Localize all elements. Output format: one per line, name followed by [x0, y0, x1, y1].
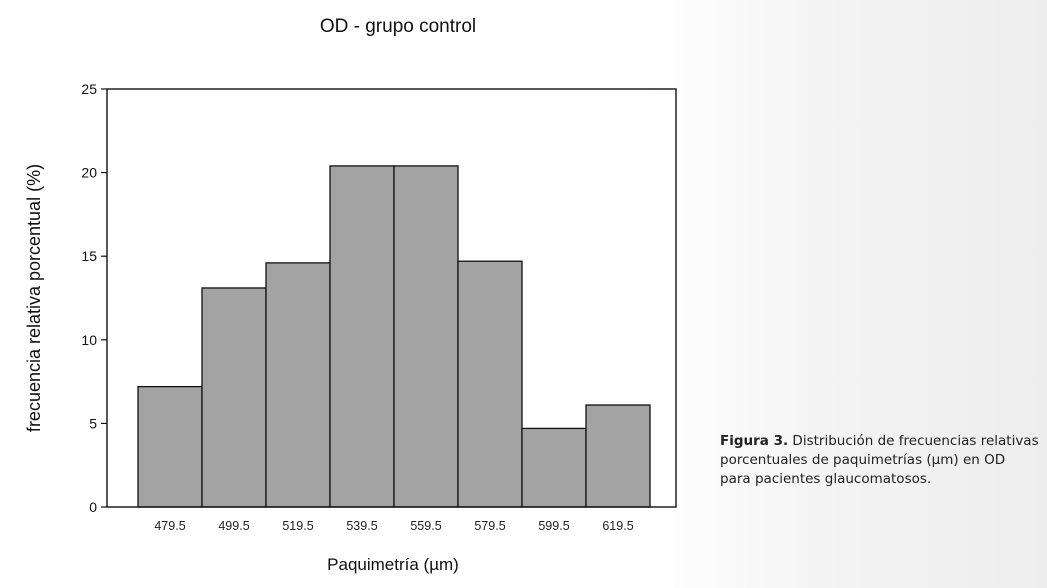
x-tick-label: 619.5 [602, 519, 633, 533]
bar-619.5 [585, 404, 651, 508]
x-tick-label: 499.5 [218, 519, 249, 533]
plot-frame [106, 88, 677, 508]
x-axis: 479.5 499.5 519.5 539.5 559.5 579.5 599.5 619.5 [154, 519, 633, 533]
x-tick-label: 519.5 [282, 519, 313, 533]
bar-479.5 [137, 385, 203, 508]
figure-caption: Figura 3. Distribución de frecuencias re… [720, 432, 1040, 489]
y-tick-label: 20 [81, 165, 97, 181]
y-tick-label: 0 [89, 499, 97, 515]
y-tick-label: 10 [81, 332, 97, 348]
y-tick-label: 25 [81, 81, 97, 97]
bar-519.5 [265, 262, 331, 508]
bar-499.5 [201, 287, 267, 508]
x-tick-label: 539.5 [346, 519, 377, 533]
bar-599.5 [521, 427, 587, 508]
x-axis-label: Paquimetría (µm) [327, 555, 459, 574]
y-tick-label: 5 [89, 415, 97, 431]
caption-text: Distribución de frecuencias relativas po… [720, 433, 1039, 487]
bar-579.5 [457, 260, 523, 508]
bars-group [137, 165, 651, 508]
y-axis-label: frecuencia relativa porcentual (%) [24, 164, 44, 432]
caption-label: Figura 3. [720, 433, 789, 449]
x-tick-label: 559.5 [410, 519, 441, 533]
y-tick-label: 15 [81, 248, 97, 264]
bar-539.5 [329, 165, 395, 508]
x-tick-label: 579.5 [474, 519, 505, 533]
x-tick-label: 479.5 [154, 519, 185, 533]
histogram-chart: OD - grupo control 0 5 10 15 20 25 479.5 499.5… [24, 16, 677, 574]
y-axis: 0 5 10 15 20 25 [81, 81, 107, 515]
x-tick-label: 599.5 [538, 519, 569, 533]
bar-559.5 [393, 165, 459, 508]
chart-title: OD - grupo control [320, 16, 476, 37]
